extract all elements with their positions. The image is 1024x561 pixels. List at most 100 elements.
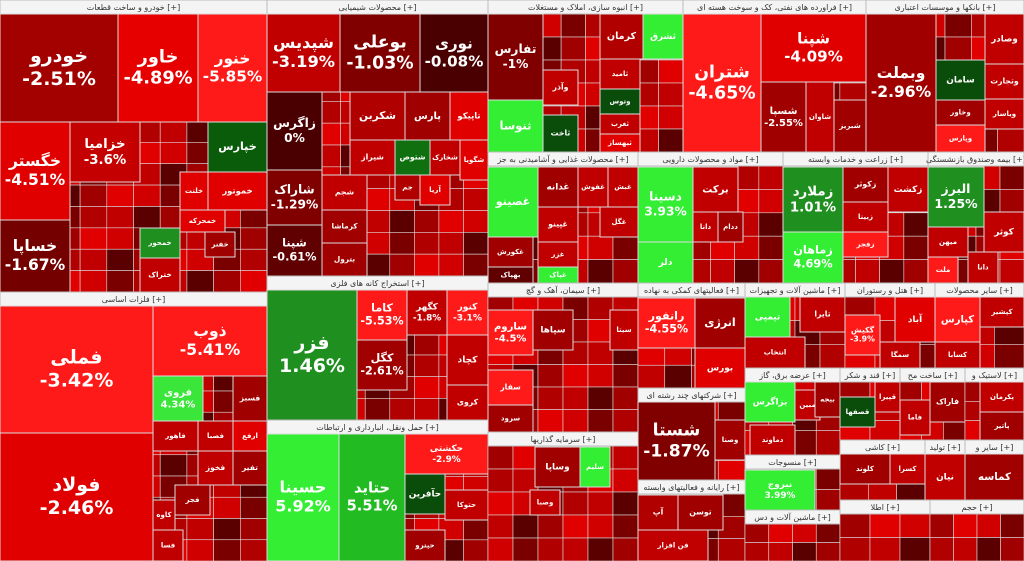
filler-tile [562, 409, 589, 433]
stock-tile [339, 13, 421, 93]
filler-tile [587, 319, 614, 343]
stock-name: شپدیس [273, 33, 334, 53]
stock-tile [207, 171, 268, 211]
stock-change: -4.65% [688, 83, 755, 103]
stock-tile [487, 166, 539, 238]
filler-tile [744, 542, 770, 561]
sector-title[interactable]: سیمان، آهک و گچ [+] [526, 285, 600, 295]
sector-title[interactable]: استخراج کانه های فلزی [+] [330, 279, 424, 288]
sector-title[interactable]: سرمایه گذاریها [+] [531, 434, 596, 444]
sector-title[interactable]: سایر و [+] [975, 443, 1014, 452]
stock-name: پاتیر [993, 422, 1009, 430]
sector-title[interactable]: فعالیتهای کمکی به نهاده [+] [644, 286, 739, 295]
stock-tile [459, 139, 489, 181]
filler-tile [943, 420, 966, 441]
sector-title[interactable]: انبوه سازی، املاک و مستغلات [+] [528, 3, 643, 12]
stock-name: شاراک [274, 183, 314, 197]
filler-tile [463, 188, 489, 211]
stock-name: ثنوسا [500, 119, 532, 134]
sector-title[interactable]: محصولات شیمیایی [+] [338, 3, 416, 12]
sector-title[interactable]: بیمه وصندوق بازنشستگی [+] [926, 154, 1024, 164]
stock-tile [266, 433, 340, 561]
stock-tile [404, 473, 446, 515]
filler-tile [587, 409, 614, 433]
stock-tile [599, 206, 639, 238]
filler-tile [658, 105, 684, 130]
stock-name: شتران [694, 63, 750, 83]
sector-title[interactable]: خودرو و ساخت قطعات [+] [87, 3, 181, 12]
stock-tile [760, 81, 807, 153]
stock-tile [266, 13, 341, 93]
stock-name: شسپا [770, 106, 798, 117]
stock-tile [429, 139, 461, 176]
stock-name: شپنا [282, 236, 307, 250]
stock-tile [934, 341, 981, 369]
filler-tile [999, 259, 1024, 284]
stock-change: 3.93% [644, 204, 686, 218]
filler-tile [364, 210, 391, 233]
sector-title[interactable]: بانکها و موسسات اعتباری [+] [894, 3, 995, 12]
stock-name: فسبز [239, 394, 260, 403]
stock-name: ثبهساز [607, 139, 632, 147]
sector-title[interactable]: شرکتهای چند رشته ای [+] [646, 391, 736, 400]
stock-tile [889, 453, 926, 485]
sector-title[interactable]: لاستیک و [+] [971, 371, 1017, 380]
sector-title[interactable]: زراعت و خدمات وابسته [+] [808, 155, 903, 164]
sector-title[interactable]: تولید [+] [930, 443, 961, 452]
stock-name: آپ [653, 507, 664, 517]
stock-tile [406, 289, 448, 336]
filler-tile [562, 514, 589, 539]
filler-tile [414, 354, 440, 377]
sector-title[interactable]: سایر محصولات [+] [946, 286, 1012, 295]
filler-tile [587, 341, 614, 365]
sector-title[interactable]: محصولات غذایی و آشامیدنی به جز [+] [496, 154, 628, 164]
stock-change: 5.51% [347, 497, 398, 514]
filler-tile [133, 184, 161, 207]
filler-tile [612, 259, 639, 284]
sector-title[interactable]: منسوجات [+] [768, 458, 816, 467]
stock-name: کلوند [856, 465, 875, 473]
stock-name: ثغرب [611, 120, 629, 128]
filler-tile [364, 398, 391, 421]
sector-title[interactable]: هتل و رستوران [+] [857, 286, 923, 295]
stock-name: حکشتی [430, 444, 463, 454]
filler-tile [438, 253, 464, 277]
stock-name: خگستر [8, 151, 61, 170]
sector-title[interactable]: فلزات اساسی [+] [102, 295, 165, 304]
stock-tile [983, 211, 1024, 253]
stock-name: وساپا [545, 463, 569, 473]
filler-tile [815, 430, 841, 456]
sector-title[interactable]: حمل ونقل، انبارداری و ارتباطات [+] [316, 423, 439, 432]
sector-title[interactable]: کاشی [+] [865, 443, 900, 452]
sector-title[interactable]: فراورده های نفتی، کک و سوخت هسته ای [+] [697, 3, 852, 12]
stock-name: ددام [723, 223, 738, 231]
filler-tile [953, 513, 978, 538]
stock-change: -2.61% [360, 365, 403, 378]
stock-name: رانفور [648, 309, 685, 322]
stock-tile [579, 446, 611, 488]
stock-name: خلنت [185, 187, 203, 195]
sector-title[interactable]: مواد و محصولات دارویی [+] [662, 155, 758, 164]
filler-tile [664, 364, 692, 389]
sector-title[interactable]: ساخت مح [+] [908, 371, 957, 380]
stock-name: خپارس [218, 140, 256, 153]
stock-name: دلر [658, 258, 673, 268]
stock-change: -4.51% [5, 171, 66, 189]
sector-title[interactable]: اطلا [+] [871, 503, 900, 512]
filler-tile [240, 248, 268, 271]
sector-title[interactable]: حجم [+] [962, 503, 993, 512]
filler-tile [537, 537, 564, 561]
sector-title[interactable]: رایانه و فعالیتهای وابسته [+] [643, 483, 739, 492]
stock-tile [152, 305, 268, 377]
filler-tile [612, 409, 639, 433]
stock-tile [682, 13, 762, 153]
stock-name: تایرا [814, 310, 830, 319]
stock-name: حتوکا [457, 501, 476, 509]
filler-tile [944, 13, 972, 38]
sector-title[interactable]: عرضه برق، گاز [+] [758, 370, 825, 380]
sector-title[interactable]: ماشین آلات و تجهیزات [+] [750, 285, 841, 295]
sector-title[interactable]: ماشین آلات و دس [+] [754, 512, 831, 522]
sector-title[interactable]: قند و شکر [+] [844, 371, 895, 380]
stock-change: 4.34% [161, 400, 196, 411]
stock-change: -1% [503, 57, 529, 71]
